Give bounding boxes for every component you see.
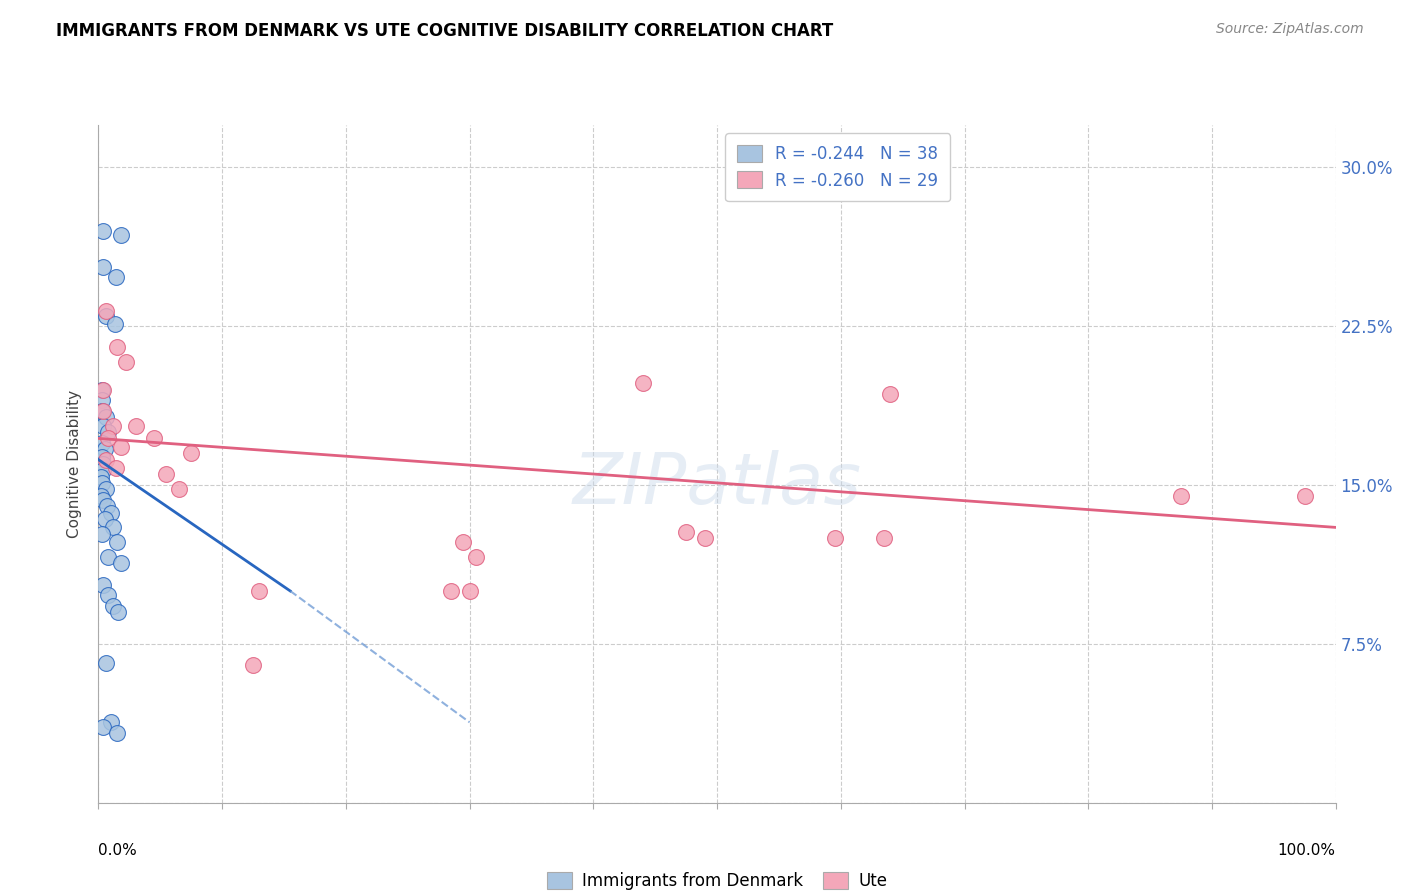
Legend: Immigrants from Denmark, Ute: Immigrants from Denmark, Ute — [537, 862, 897, 892]
Point — [93, 224, 115, 238]
Text: ZIPatlas: ZIPatlas — [572, 450, 862, 518]
Point — [93, 463, 115, 477]
Point — [94, 483, 117, 497]
Point — [97, 425, 120, 439]
Point — [693, 531, 716, 545]
Point — [105, 726, 128, 740]
Point — [247, 584, 270, 599]
Point — [464, 549, 486, 565]
Point — [94, 309, 117, 323]
Point — [93, 577, 115, 591]
Point — [167, 483, 190, 497]
Point — [93, 260, 115, 274]
Point — [97, 588, 120, 602]
Point — [93, 492, 115, 507]
Y-axis label: Cognitive Disability: Cognitive Disability — [67, 390, 83, 538]
Point — [100, 506, 122, 520]
Point — [94, 452, 117, 467]
Point — [90, 489, 112, 503]
Point — [91, 393, 114, 408]
Point — [91, 526, 114, 541]
Point — [1294, 489, 1316, 503]
Point — [107, 605, 129, 619]
Point — [103, 599, 125, 613]
Point — [90, 469, 112, 483]
Point — [94, 304, 117, 318]
Point — [104, 461, 127, 475]
Point — [103, 418, 125, 433]
Point — [91, 435, 114, 450]
Point — [100, 715, 122, 730]
Point — [93, 512, 115, 526]
Point — [873, 531, 896, 545]
Text: Source: ZipAtlas.com: Source: ZipAtlas.com — [1216, 22, 1364, 37]
Point — [103, 520, 125, 534]
Text: 0.0%: 0.0% — [98, 844, 138, 858]
Point — [143, 432, 166, 446]
Point — [242, 658, 264, 673]
Text: 100.0%: 100.0% — [1278, 844, 1336, 858]
Point — [91, 450, 114, 465]
Point — [93, 418, 115, 433]
Point — [91, 383, 114, 397]
Point — [114, 355, 136, 369]
Point — [96, 500, 118, 514]
Point — [110, 557, 132, 571]
Point — [94, 410, 117, 425]
Point — [97, 549, 120, 565]
Text: IMMIGRANTS FROM DENMARK VS UTE COGNITIVE DISABILITY CORRELATION CHART: IMMIGRANTS FROM DENMARK VS UTE COGNITIVE… — [56, 22, 834, 40]
Point — [93, 404, 115, 418]
Point — [675, 524, 697, 539]
Point — [93, 457, 115, 471]
Point — [104, 270, 127, 285]
Point — [453, 535, 475, 549]
Point — [631, 376, 654, 391]
Point — [93, 442, 115, 456]
Point — [105, 535, 128, 549]
Point — [1170, 489, 1192, 503]
Point — [93, 719, 115, 733]
Point — [824, 531, 846, 545]
Point — [105, 340, 128, 354]
Point — [155, 467, 177, 482]
Point — [110, 440, 132, 454]
Point — [879, 387, 901, 401]
Point — [93, 383, 115, 397]
Point — [94, 656, 117, 670]
Point — [103, 317, 125, 331]
Point — [97, 432, 120, 446]
Point — [440, 584, 463, 599]
Point — [458, 584, 481, 599]
Point — [180, 446, 202, 460]
Point — [91, 404, 114, 418]
Point — [91, 475, 114, 490]
Point — [110, 228, 132, 243]
Point — [124, 418, 146, 433]
